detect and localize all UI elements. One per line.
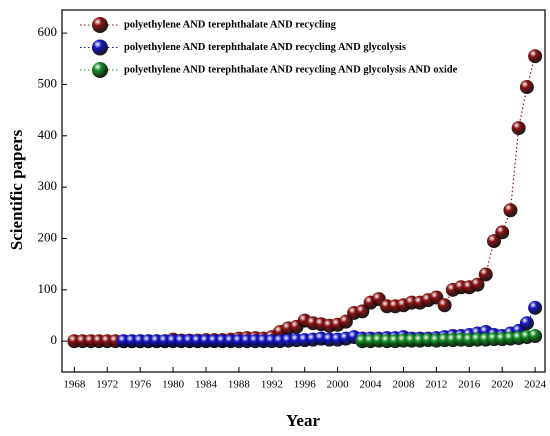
x-tick-label: 2004: [360, 379, 383, 391]
point: [338, 314, 353, 329]
y-tick-label: 100: [38, 281, 58, 296]
y-axis-title: Scientific papers: [7, 129, 26, 250]
legend-label: polyethylene AND terephthalate AND recyc…: [124, 42, 406, 53]
legend-label: polyethylene AND terephthalate AND recyc…: [124, 19, 337, 30]
point: [355, 304, 370, 319]
x-tick-label: 1976: [129, 379, 152, 391]
point: [528, 329, 543, 344]
point: [495, 225, 510, 240]
x-tick-label: 1996: [294, 379, 317, 391]
y-tick-label: 500: [38, 75, 58, 90]
x-tick-label: 2024: [524, 379, 547, 391]
y-tick-label: 600: [38, 24, 58, 39]
point: [437, 298, 452, 313]
plot-frame: [61, 9, 546, 373]
point: [511, 121, 526, 136]
x-axis-title: Year: [286, 411, 320, 430]
point: [478, 267, 493, 282]
x-tick-label: 2000: [327, 379, 350, 391]
x-tick-label: 1984: [195, 379, 218, 391]
legend-marker: [92, 17, 108, 33]
series-line: [74, 56, 536, 342]
x-tick-label: 1980: [162, 379, 185, 391]
x-tick-label: 1968: [63, 379, 86, 391]
point: [470, 277, 485, 292]
x-tick-label: 1972: [96, 379, 118, 391]
point: [519, 80, 534, 95]
point: [486, 234, 501, 249]
point: [503, 203, 518, 218]
x-tick-label: 2012: [425, 379, 447, 391]
point: [528, 49, 543, 64]
y-tick-label: 400: [38, 127, 58, 142]
y-tick-label: 300: [38, 178, 58, 193]
point: [528, 300, 543, 315]
x-tick-label: 1992: [261, 379, 283, 391]
legend-marker: [92, 39, 108, 56]
x-tick-label: 2020: [491, 379, 514, 391]
y-tick-label: 0: [51, 332, 58, 347]
legend-marker: [92, 62, 108, 78]
point: [519, 316, 534, 331]
legend-label: polyethylene AND terephthalate AND recyc…: [124, 64, 458, 75]
x-tick-label: 2016: [458, 379, 481, 391]
x-tick-label: 2008: [392, 379, 415, 391]
x-tick-label: 1988: [228, 379, 251, 391]
y-tick-label: 200: [38, 229, 58, 244]
